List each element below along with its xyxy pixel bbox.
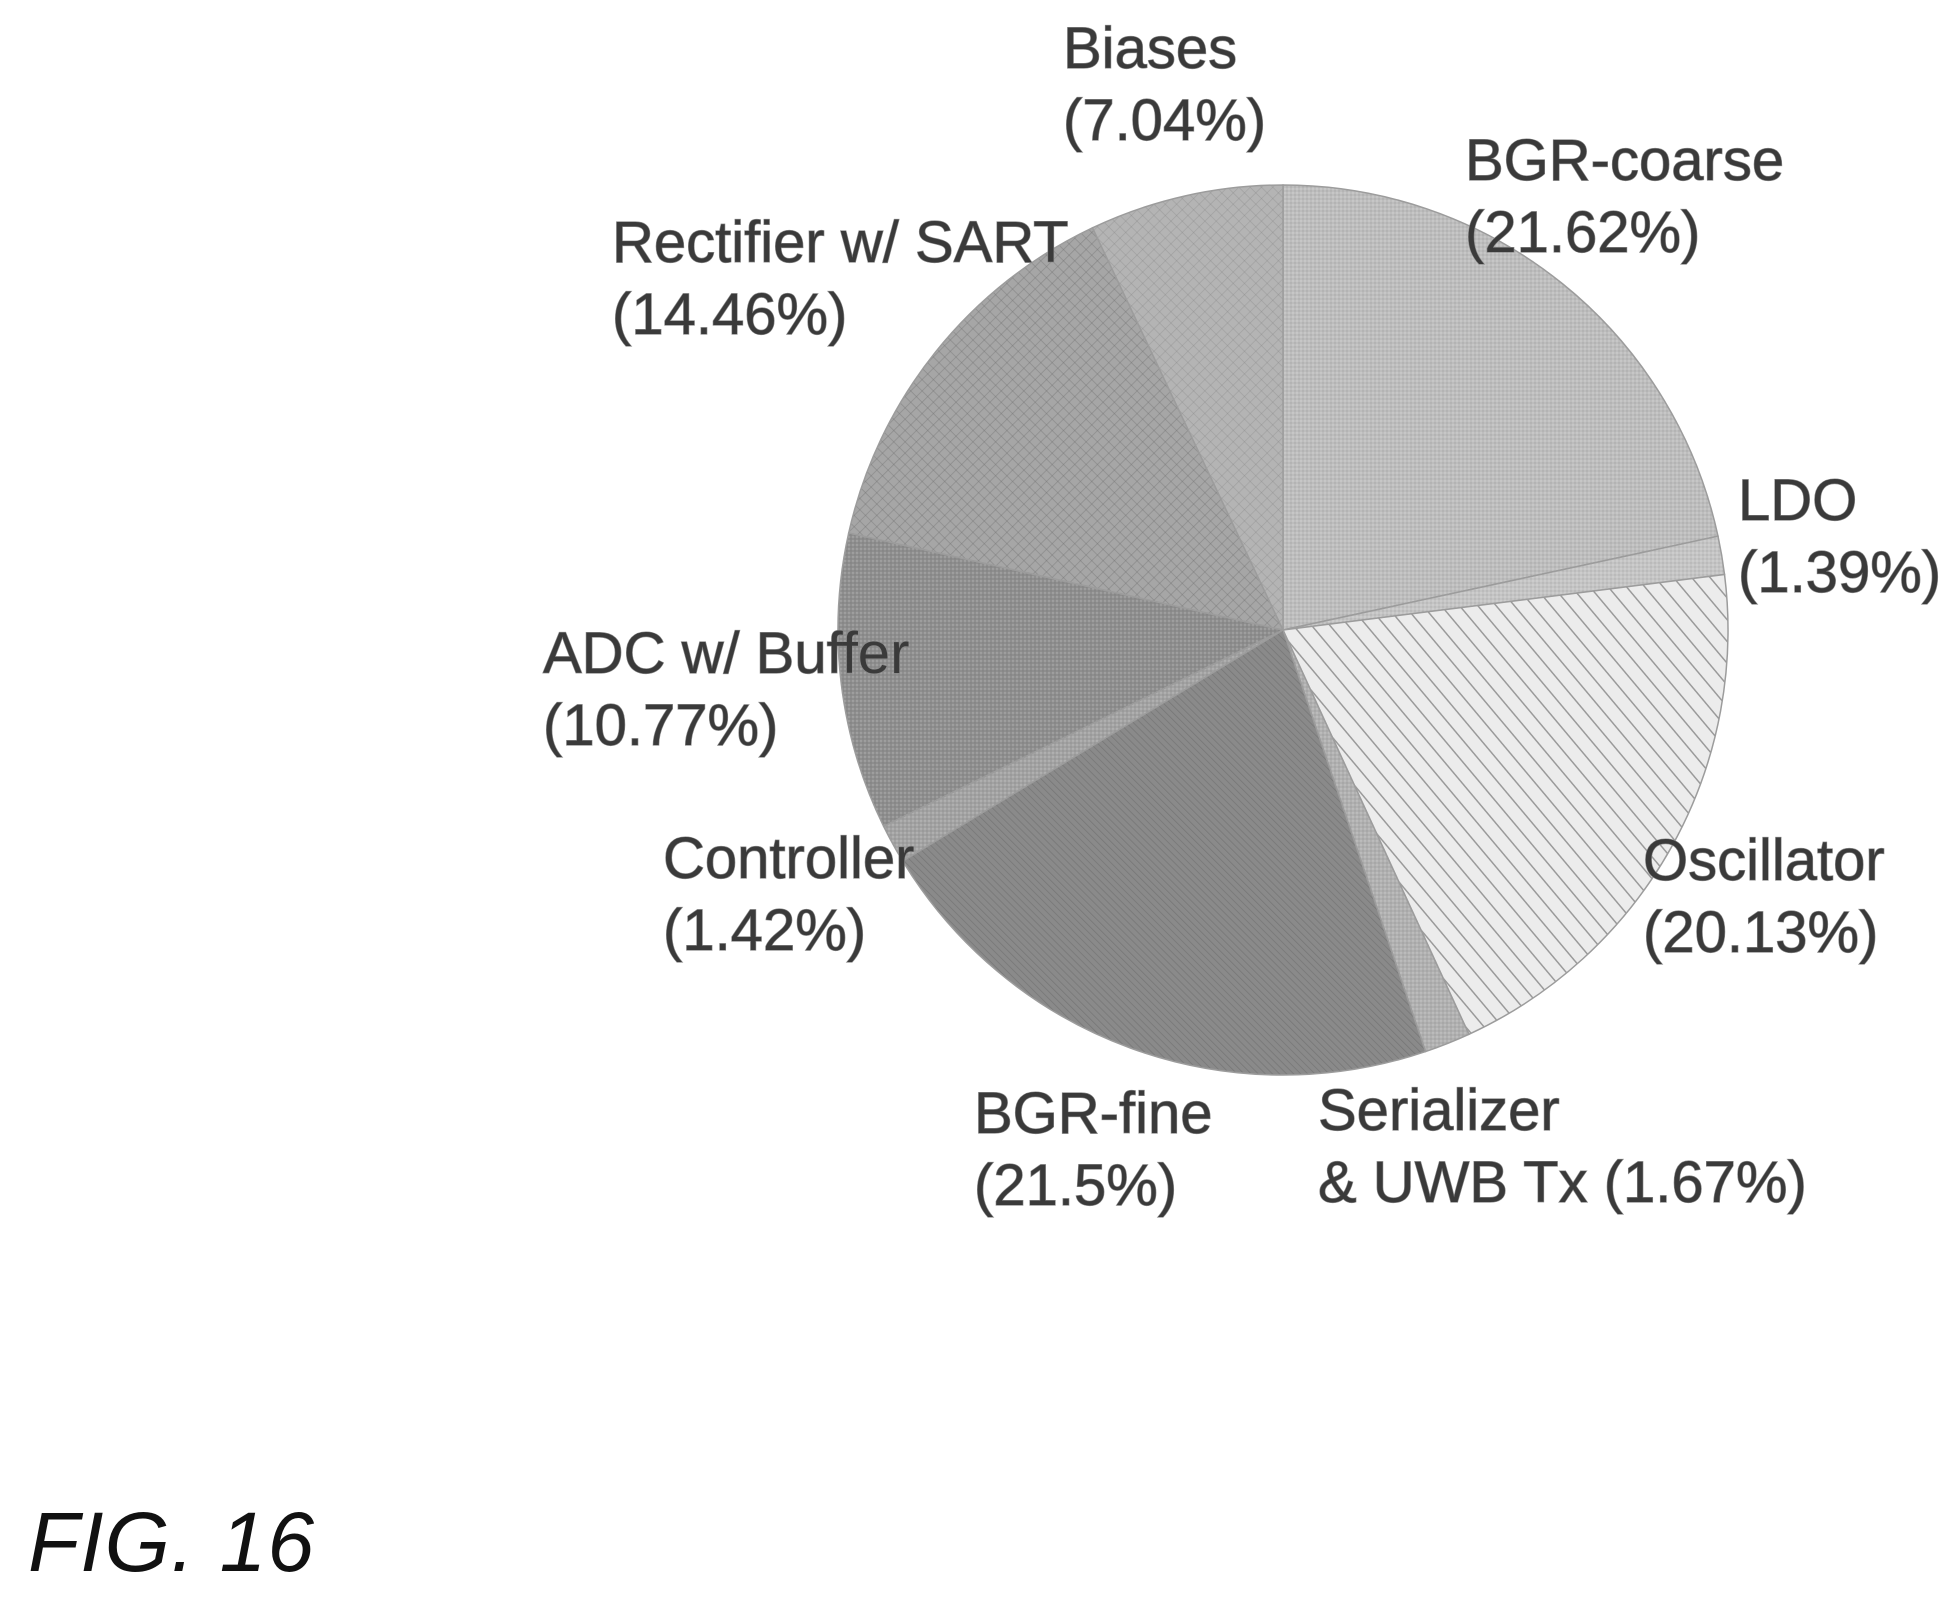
- pie-label-line: BGR-fine: [974, 1081, 1213, 1146]
- pie-label-ldo: LDO (1.39%): [1738, 468, 1941, 605]
- pie-label-biases: Biases (7.04%): [1063, 16, 1266, 153]
- figure-caption: FIG. 16: [28, 1495, 316, 1589]
- pie-slice-pattern: [837, 532, 1286, 828]
- pie-label-line: (21.5%): [974, 1153, 1177, 1218]
- pie-label-line: (20.13%): [1643, 900, 1878, 965]
- pie-label-line: ADC w/ Buffer: [543, 621, 909, 686]
- pie-slice-bgr-coarse: [1282, 184, 1719, 631]
- pie-slice-pattern: [901, 628, 1427, 1076]
- pie-slice-pattern: [847, 226, 1285, 632]
- pie-slice-oscillator: [1281, 573, 1729, 1036]
- pie-label-line: Serializer: [1318, 1078, 1560, 1143]
- pie-label-line: Biases: [1063, 16, 1237, 81]
- pie-slice-pattern: [1281, 573, 1729, 1036]
- pie-labels: BGR-coarse (21.62%) LDO (1.39%) Oscillator (2…: [542, 15, 1941, 1218]
- pie-label-line: BGR-coarse: [1465, 128, 1784, 193]
- pie-slice-biases: [1091, 184, 1284, 631]
- pie-label-line: & UWB Tx (1.67%): [1318, 1150, 1807, 1215]
- pie-label-adc-w-buffer: ADC w/ Buffer (10.77%): [543, 621, 909, 758]
- pie-slices: [837, 184, 1729, 1076]
- pie-label-controller: Controller (1.42%): [663, 826, 914, 963]
- pie-label-rectifier-w-sart: Rectifier w/ SART (14.46%): [612, 210, 1069, 347]
- pie-slice-rectifier-w-sart: [847, 226, 1285, 632]
- pie-label-line: (10.77%): [543, 693, 778, 758]
- pie-label-line: (7.04%): [1063, 88, 1266, 153]
- pie-label-line: (1.39%): [1738, 540, 1941, 605]
- pie-label-line: Rectifier w/ SART: [612, 210, 1069, 275]
- pie-label-oscillator: Oscillator (20.13%): [1643, 828, 1885, 965]
- pie-label-bgr-fine: BGR-fine (21.5%): [974, 1081, 1213, 1218]
- pie-label-line: (21.62%): [1465, 200, 1700, 265]
- pie-label-serializer-uwb-tx: Serializer & UWB Tx (1.67%): [1318, 1078, 1807, 1215]
- pie-label-line: Oscillator: [1643, 828, 1885, 893]
- pie-slice-pattern: [1091, 184, 1284, 631]
- pie-label-line: (1.42%): [663, 898, 866, 963]
- pie-slice-adc-w-buffer: [837, 532, 1286, 828]
- pie-label-bgr-coarse: BGR-coarse (21.62%): [1465, 128, 1784, 265]
- pie-label-line: Controller: [663, 826, 914, 891]
- pie-slice-pattern: [1282, 184, 1719, 631]
- pie-label-line: LDO: [1738, 468, 1857, 533]
- pie-label-line: (14.46%): [612, 282, 847, 347]
- pie-slice-bgr-fine: [901, 628, 1427, 1076]
